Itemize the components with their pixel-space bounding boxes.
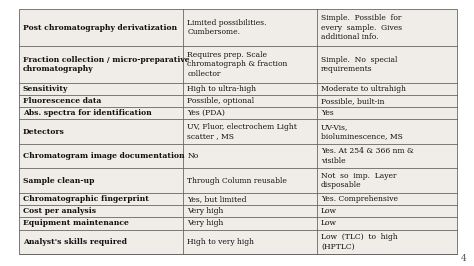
Text: Simple.  Possible  for
every  sample.  Gives
additional info.: Simple. Possible for every sample. Gives…: [321, 14, 402, 41]
Text: Chromatographic fingerprint: Chromatographic fingerprint: [23, 195, 149, 203]
Text: UV, Fluor, electrochem Light
scatter , MS: UV, Fluor, electrochem Light scatter , M…: [187, 123, 297, 140]
Text: Through Column reusable: Through Column reusable: [187, 177, 287, 185]
Text: Possible, optional: Possible, optional: [187, 97, 254, 105]
Text: Fluorescence data: Fluorescence data: [23, 97, 101, 105]
Text: Abs. spectra for identification: Abs. spectra for identification: [23, 109, 152, 117]
Text: Possible, built-in: Possible, built-in: [321, 97, 384, 105]
Text: No: No: [187, 152, 199, 160]
Text: Requires prep. Scale
chromatograph & fraction
collector: Requires prep. Scale chromatograph & fra…: [187, 51, 288, 78]
Text: Not  so  imp.  Layer
disposable: Not so imp. Layer disposable: [321, 172, 396, 189]
Text: UV-Vis,
bioluminescence, MS: UV-Vis, bioluminescence, MS: [321, 123, 403, 140]
Text: Yes (PDA): Yes (PDA): [187, 109, 225, 117]
Text: Sample clean-up: Sample clean-up: [23, 177, 94, 185]
Text: Yes, but limited: Yes, but limited: [187, 195, 246, 203]
Text: 4: 4: [461, 254, 467, 263]
Text: Chromatogram image documentation: Chromatogram image documentation: [23, 152, 184, 160]
Text: Post chromatography derivatization: Post chromatography derivatization: [23, 24, 177, 32]
Text: Low: Low: [321, 219, 337, 227]
Text: Simple.  No  special
requirements: Simple. No special requirements: [321, 56, 397, 73]
Text: Yes. At 254 & 366 nm &
visible: Yes. At 254 & 366 nm & visible: [321, 147, 414, 165]
Text: Yes. Comprehensive: Yes. Comprehensive: [321, 195, 398, 203]
Text: Limited possibilities.
Cumbersome.: Limited possibilities. Cumbersome.: [187, 19, 267, 36]
Text: Very high: Very high: [187, 207, 224, 215]
Text: Moderate to ultrahigh: Moderate to ultrahigh: [321, 85, 406, 93]
Text: High to ultra-high: High to ultra-high: [187, 85, 256, 93]
Text: Sensitivity: Sensitivity: [23, 85, 68, 93]
Text: Cost per analysis: Cost per analysis: [23, 207, 96, 215]
Text: Yes: Yes: [321, 109, 334, 117]
Text: Very high: Very high: [187, 219, 224, 227]
Text: Low: Low: [321, 207, 337, 215]
Text: Low  (TLC)  to  high
(HPTLC): Low (TLC) to high (HPTLC): [321, 233, 398, 251]
Text: Detectors: Detectors: [23, 128, 64, 136]
Text: Fraction collection / micro-preparative
chromatography: Fraction collection / micro-preparative …: [23, 56, 190, 73]
Text: High to very high: High to very high: [187, 238, 254, 246]
Text: Analyst's skills required: Analyst's skills required: [23, 238, 127, 246]
Text: Equipment maintenance: Equipment maintenance: [23, 219, 128, 227]
